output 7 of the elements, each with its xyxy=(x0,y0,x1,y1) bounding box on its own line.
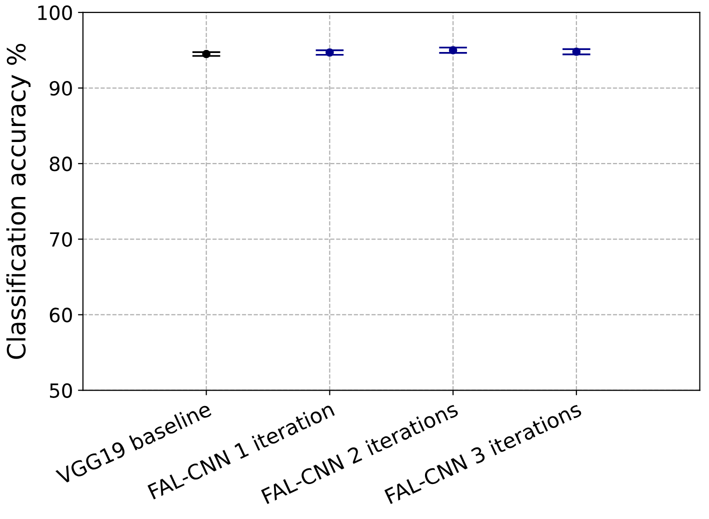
y-tick-label: 60 xyxy=(50,308,72,322)
y-axis-title: Classification accuracy % xyxy=(6,44,31,359)
y-tick-label: 90 xyxy=(50,80,72,96)
y-tick-label: 50 xyxy=(50,383,72,398)
y-tick-label: 70 xyxy=(50,232,72,247)
y-tick-label: 100 xyxy=(38,5,72,20)
y-tick-label: 80 xyxy=(50,156,72,172)
